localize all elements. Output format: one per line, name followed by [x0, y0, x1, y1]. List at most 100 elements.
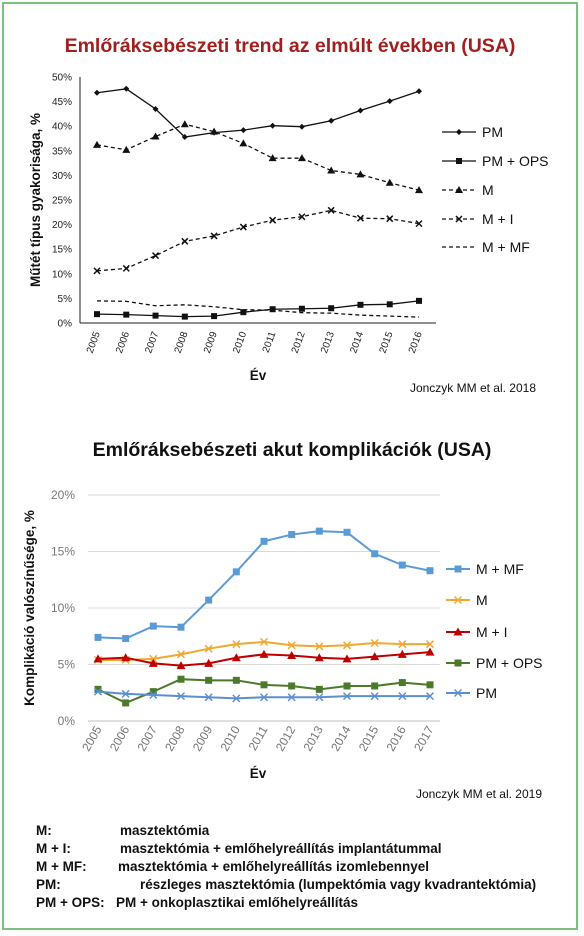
chart1-point-pm	[357, 107, 364, 114]
chart1-point-pm-ops	[152, 312, 159, 319]
chart1-point-m-i	[298, 213, 306, 221]
chart2-point-m-mf	[232, 568, 240, 576]
chart1-legend-label: M + MF	[482, 239, 530, 255]
chart2-point-pm	[93, 687, 103, 696]
chart1-point-m	[239, 139, 248, 147]
chart2-x-tick-label: 2012	[273, 723, 299, 753]
chart1-xlabel: Év	[250, 368, 267, 383]
chart1-y-tick-label: 25%	[52, 196, 72, 207]
chart2-xlabel: Év	[250, 766, 267, 781]
chart2-point-m-mf	[177, 623, 185, 631]
chart1-ylabel: Műtét típus gyakorisága, %	[28, 113, 43, 287]
chart1-x-tick-label: 2009	[202, 330, 220, 355]
chart1-point-m-i	[93, 267, 101, 275]
chart2-point-pm	[176, 692, 186, 701]
chart2-point-m-mf	[149, 622, 157, 630]
chart2-point-m-mf	[315, 527, 323, 535]
chart2-legend-label: PM + OPS	[476, 655, 543, 671]
chart1-y-tick-label: 35%	[52, 146, 72, 157]
chart2-point-pm-ops	[315, 685, 323, 693]
chart2-point-m	[342, 641, 352, 650]
chart1-legend-marker-m-i	[455, 215, 463, 223]
chart1-point-m	[356, 170, 365, 178]
chart1-x-tick-label: 2015	[378, 330, 396, 355]
chart2-y-tick-label: 0%	[58, 714, 76, 728]
definition-abbr: M:	[36, 823, 52, 838]
definition-desc: részleges masztektómia (lumpektómia vagy…	[140, 877, 537, 892]
chart1-point-pm	[240, 127, 247, 134]
chart1-x-tick-label: 2011	[261, 330, 279, 354]
chart2-point-pm-ops	[426, 681, 434, 689]
chart1-series-line-m-i	[96, 209, 420, 272]
chart1-y-tick-label: 40%	[52, 122, 72, 133]
chart2-point-pm	[342, 692, 352, 701]
chart2-legend-marker-pm-ops	[454, 659, 462, 667]
chart2-point-m	[176, 650, 186, 659]
chart1-x-tick-label: 2010	[231, 330, 249, 355]
chart2-point-m	[259, 637, 269, 646]
chart2-point-m-i	[314, 653, 324, 662]
chart2-x-tick-label: 2008	[162, 723, 188, 753]
chart2-point-m	[425, 640, 435, 649]
chart2-legend-marker-pm	[453, 688, 463, 698]
chart1-point-pm	[94, 89, 100, 96]
chart2-point-pm-ops	[149, 688, 157, 696]
chart1-y-tick-label: 45%	[52, 97, 72, 108]
chart1-legend-label: M + I	[482, 211, 514, 227]
chart1-point-pm	[416, 88, 422, 95]
chart2-point-m	[287, 641, 296, 650]
chart1-point-m	[210, 127, 219, 135]
chart2-x-tick-label: 2013	[300, 723, 326, 753]
chart2-point-m-i	[287, 650, 297, 659]
chart2-point-pm-ops	[205, 676, 213, 684]
chart1-y-tick-label: 10%	[52, 269, 72, 280]
chart1-y-tick-label: 30%	[52, 171, 72, 182]
chart2-point-m-i	[231, 653, 241, 662]
chart1-x-tick-label: 2007	[143, 330, 161, 355]
chart2-point-pm-ops	[343, 682, 351, 690]
chart2-point-pm	[287, 693, 296, 702]
chart1-point-m	[268, 154, 277, 162]
chart2-point-m	[149, 654, 158, 663]
chart1-point-m	[151, 132, 160, 140]
chart2-point-m	[232, 640, 241, 649]
chart2-point-pm-ops	[232, 676, 240, 684]
chart1-point-m	[180, 120, 189, 128]
chart1-point-m-i	[415, 220, 423, 228]
definition-abbr: M + I:	[36, 841, 71, 856]
chart2-point-m-mf	[398, 561, 406, 569]
chart2-point-pm	[149, 690, 158, 700]
chart1-legend-label: M	[482, 182, 494, 198]
chart1-point-m-i	[327, 206, 335, 214]
chart1-point-m-i	[210, 232, 218, 240]
chart1-x-tick-label: 2008	[173, 330, 191, 355]
chart2-point-m	[398, 640, 407, 649]
chart2-point-pm	[398, 692, 407, 701]
chart2-point-pm	[121, 689, 130, 698]
chart1-point-m-i	[386, 215, 394, 223]
chart2-point-m-mf	[371, 550, 379, 558]
chart2-point-m-i	[93, 654, 103, 663]
chart2-point-pm-ops	[288, 682, 296, 690]
chart1-point-m	[415, 186, 423, 194]
figure-frame	[2, 2, 578, 930]
chart2-point-pm	[259, 693, 269, 702]
chart1-y-tick-label: 5%	[58, 294, 73, 305]
chart2-point-m-mf	[260, 537, 268, 545]
chart2-legend-label: M + I	[476, 624, 508, 640]
chart2-point-m	[204, 644, 213, 653]
chart1-x-tick-label: 2012	[290, 330, 308, 355]
chart2-point-pm-ops	[371, 682, 379, 690]
chart1-point-pm-ops	[357, 301, 364, 308]
chart2-x-tick-label: 2010	[217, 723, 243, 753]
chart2-point-pm-ops	[122, 699, 130, 707]
chart2-x-tick-label: 2005	[79, 723, 105, 753]
chart1-legend-marker-pm	[456, 129, 462, 135]
chart2-y-tick-label: 5%	[58, 658, 76, 672]
chart1-legend-label: PM + OPS	[482, 153, 549, 169]
chart1-point-pm	[181, 134, 188, 141]
chart2-point-m-mf	[426, 567, 434, 575]
chart2-point-pm-ops	[94, 685, 102, 693]
chart2-point-m	[315, 642, 324, 651]
